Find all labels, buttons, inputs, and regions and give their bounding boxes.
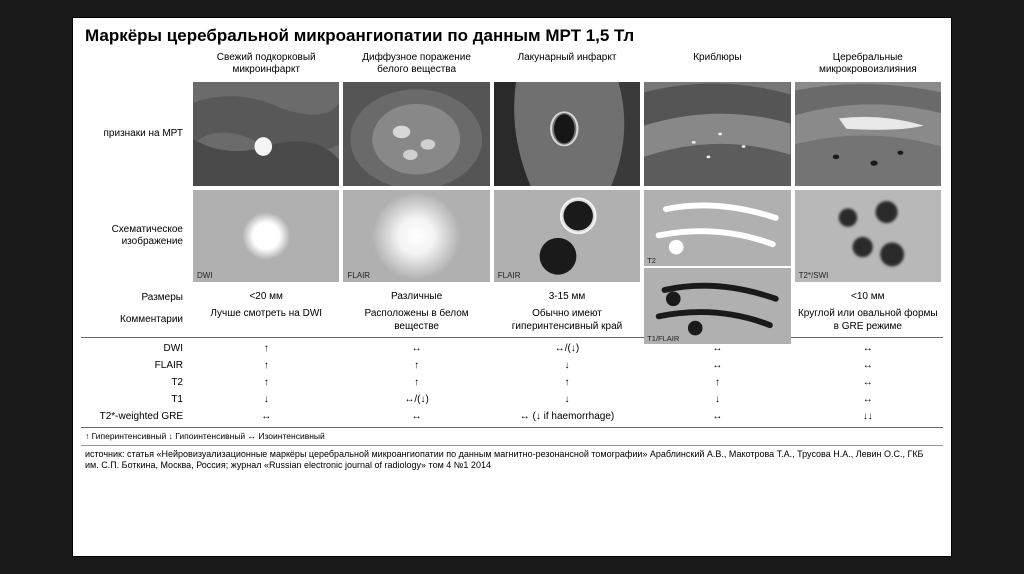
size-3: 3-15 мм — [492, 284, 642, 305]
row-label-t2: T2 — [81, 374, 191, 391]
schematic-label-4a: T2 — [647, 256, 656, 265]
row-label-flair: FLAIR — [81, 357, 191, 374]
mri-cell-1 — [191, 80, 341, 188]
flair-3: ↓ — [492, 357, 642, 374]
row-label-t1: T1 — [81, 391, 191, 408]
row-label-schematic: Схематическое изображение — [81, 188, 191, 284]
schematic-4: T2 T1/FLAIR — [642, 188, 792, 284]
mri-cell-2 — [341, 80, 491, 188]
figure-grid: Свежий подкорковый микроинфаркт Диффузно… — [81, 52, 943, 425]
t1-5: ↔ — [793, 391, 943, 408]
gre-2: ↔ — [341, 408, 491, 425]
comment-1: Лучше смотреть на DWI — [191, 305, 341, 335]
flair-4: ↔ — [642, 357, 792, 374]
col-header-4: Криблюры — [642, 52, 792, 80]
source-citation: источник: статья «Нейровизуализационные … — [81, 445, 943, 472]
t2-3: ↑ — [492, 374, 642, 391]
mri-image-3 — [494, 82, 640, 186]
row-label-size: Размеры — [81, 284, 191, 305]
mri-image-5 — [795, 82, 941, 186]
schematic-5: T2*/SWI — [793, 188, 943, 284]
schematic-label-4b: T1/FLAIR — [647, 334, 679, 343]
legend: ↑ Гиперинтенсивный ↓ Гипоинтенсивный ↔ И… — [81, 427, 943, 443]
size-2: Различные — [341, 284, 491, 305]
figure-sheet: Маркёры церебральной микроангиопатии по … — [72, 17, 952, 557]
flair-2: ↑ — [341, 357, 491, 374]
row-label-dwi: DWI — [81, 340, 191, 357]
schematic-label-1: DWI — [197, 271, 213, 280]
schematic-2: FLAIR — [341, 188, 491, 284]
mri-image-4 — [644, 82, 790, 186]
mri-cell-5 — [793, 80, 943, 188]
t2-5: ↔ — [793, 374, 943, 391]
schematic-1: DWI — [191, 188, 341, 284]
row-label-comments: Комментарии — [81, 305, 191, 335]
mri-image-1 — [193, 82, 339, 186]
schematic-label-2: FLAIR — [347, 271, 370, 280]
schematic-label-5: T2*/SWI — [799, 271, 829, 280]
t1-1: ↓ — [191, 391, 341, 408]
dwi-2: ↔ — [341, 340, 491, 357]
row-label-mri: признаки на МРТ — [81, 80, 191, 188]
comment-5: Круглой или овальной формы в GRE режиме — [793, 305, 943, 335]
col-header-2: Диффузное поражение белого вещества — [341, 52, 491, 80]
dwi-1: ↑ — [191, 340, 341, 357]
t2-4: ↑ — [642, 374, 792, 391]
col-header-3: Лакунарный инфаркт — [492, 52, 642, 80]
mri-cell-3 — [492, 80, 642, 188]
mri-image-2 — [343, 82, 489, 186]
gre-4: ↔ — [642, 408, 792, 425]
t2-1: ↑ — [191, 374, 341, 391]
schematic-3: FLAIR — [492, 188, 642, 284]
comment-3: Обычно имеют гиперинтенсивный край — [492, 305, 642, 335]
t2-2: ↑ — [341, 374, 491, 391]
size-5: <10 мм — [793, 284, 943, 305]
mri-cell-4 — [642, 80, 792, 188]
dwi-5: ↔ — [793, 340, 943, 357]
schematic-label-3: FLAIR — [498, 271, 521, 280]
size-1: <20 мм — [191, 284, 341, 305]
figure-title: Маркёры церебральной микроангиопатии по … — [81, 24, 943, 52]
t1-4: ↓ — [642, 391, 792, 408]
flair-1: ↑ — [191, 357, 341, 374]
gre-3: ↔ (↓ if haemorrhage) — [492, 408, 642, 425]
comment-2: Расположены в белом веществе — [341, 305, 491, 335]
t1-2: ↔/(↓) — [341, 391, 491, 408]
gre-5: ↓↓ — [793, 408, 943, 425]
gre-1: ↔ — [191, 408, 341, 425]
row-label-gre: T2*-weighted GRE — [81, 408, 191, 425]
flair-5: ↔ — [793, 357, 943, 374]
dwi-3: ↔/(↓) — [492, 340, 642, 357]
t1-3: ↓ — [492, 391, 642, 408]
col-header-1: Свежий подкорковый микроинфаркт — [191, 52, 341, 80]
col-header-5: Церебральные микрокровоизлияния — [793, 52, 943, 80]
